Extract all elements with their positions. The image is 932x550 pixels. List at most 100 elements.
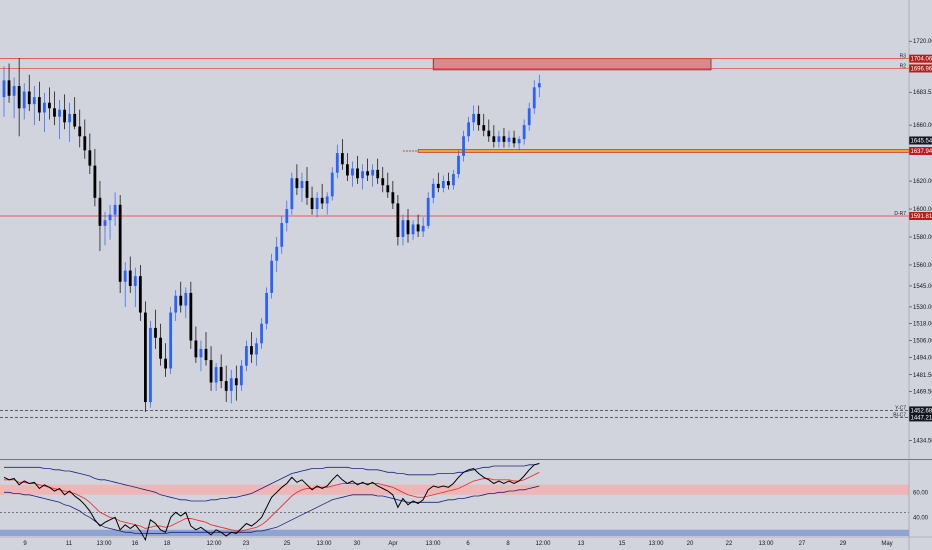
candle-body-89[interactable]: [452, 174, 455, 186]
candle-body-54[interactable]: [275, 246, 279, 261]
candle-body-63[interactable]: [320, 197, 324, 204]
candle-body-31[interactable]: [159, 337, 162, 359]
candle-body-87[interactable]: [441, 181, 445, 189]
candle-body-93[interactable]: [472, 113, 476, 123]
candle-body-102[interactable]: [517, 139, 521, 144]
candle-body-6[interactable]: [32, 97, 36, 105]
candle-body-26[interactable]: [133, 276, 137, 286]
candle-body-32[interactable]: [164, 358, 167, 369]
candle-body-25[interactable]: [128, 270, 132, 286]
candle-body-30[interactable]: [154, 327, 157, 338]
candle-body-7[interactable]: [37, 97, 41, 113]
rsi-bollinger-upper[interactable]: [4, 463, 540, 502]
candle-body-83[interactable]: [421, 225, 425, 232]
candle-body-92[interactable]: [467, 122, 470, 137]
candle-body-70[interactable]: [356, 168, 359, 179]
candle-body-71[interactable]: [361, 171, 364, 179]
candle-body-23[interactable]: [118, 204, 122, 282]
candle-body-5[interactable]: [27, 91, 31, 105]
candle-body-16[interactable]: [83, 136, 87, 151]
candle-body-77[interactable]: [391, 192, 395, 204]
candle-body-14[interactable]: [73, 113, 77, 127]
candle-body-21[interactable]: [108, 214, 112, 221]
candle-body-65[interactable]: [330, 172, 334, 197]
candle-body-67[interactable]: [340, 153, 344, 165]
rsi-line[interactable]: [3, 463, 540, 542]
candle-body-3[interactable]: [17, 85, 21, 109]
candle-body-81[interactable]: [411, 224, 415, 235]
candle-body-38[interactable]: [194, 340, 198, 358]
candle-body-98[interactable]: [497, 136, 501, 142]
candle-body-62[interactable]: [315, 197, 319, 210]
candle-body-15[interactable]: [78, 126, 82, 137]
candle-body-64[interactable]: [325, 196, 329, 204]
candle-body-58[interactable]: [295, 178, 299, 189]
candle-body-42[interactable]: [214, 367, 218, 383]
candle-body-95[interactable]: [482, 125, 486, 131]
candle-body-9[interactable]: [48, 102, 51, 109]
candle-body-76[interactable]: [386, 185, 390, 193]
candle-body-55[interactable]: [280, 223, 284, 247]
candle-body-100[interactable]: [507, 137, 511, 142]
candle-body-13[interactable]: [68, 113, 72, 123]
candle-body-29[interactable]: [149, 327, 152, 403]
candle-body-49[interactable]: [250, 346, 253, 355]
candle-body-106[interactable]: [537, 83, 541, 88]
candle-body-27[interactable]: [138, 276, 142, 313]
candle-body-79[interactable]: [401, 220, 405, 237]
candle-body-11[interactable]: [58, 109, 61, 117]
candle-body-43[interactable]: [219, 367, 223, 382]
candle-body-22[interactable]: [113, 204, 117, 215]
candle-body-52[interactable]: [265, 292, 268, 324]
candle-body-78[interactable]: [396, 203, 400, 237]
candle-body-47[interactable]: [239, 365, 243, 386]
candle-body-10[interactable]: [53, 108, 56, 117]
candle-body-75[interactable]: [381, 178, 385, 186]
candle-body-8[interactable]: [43, 102, 46, 113]
candle-body-94[interactable]: [477, 113, 481, 126]
candle-body-18[interactable]: [93, 165, 97, 198]
rsi-bollinger-lower[interactable]: [4, 485, 540, 534]
candle-body-34[interactable]: [174, 295, 178, 313]
candle-body-73[interactable]: [371, 169, 375, 176]
candle-body-0[interactable]: [2, 80, 6, 98]
candle-body-4[interactable]: [22, 91, 26, 109]
candle-body-46[interactable]: [234, 378, 238, 386]
candle-body-40[interactable]: [204, 348, 208, 361]
candle-body-68[interactable]: [346, 164, 349, 176]
candle-body-66[interactable]: [335, 153, 339, 173]
candle-body-36[interactable]: [184, 292, 188, 306]
candle-body-20[interactable]: [103, 220, 107, 226]
candle-body-1[interactable]: [7, 80, 11, 96]
candle-body-69[interactable]: [351, 168, 354, 176]
candle-body-82[interactable]: [416, 224, 420, 232]
candle-body-59[interactable]: [300, 181, 304, 189]
candle-body-86[interactable]: [436, 183, 440, 189]
candle-body-53[interactable]: [270, 260, 274, 293]
rsi-signal-line[interactable]: [4, 471, 540, 532]
candle-body-90[interactable]: [457, 155, 460, 175]
candle-body-41[interactable]: [209, 360, 213, 383]
candle-body-104[interactable]: [527, 108, 531, 126]
candle-body-17[interactable]: [88, 150, 92, 166]
candle-body-99[interactable]: [502, 136, 506, 142]
candle-body-24[interactable]: [123, 270, 127, 282]
candle-body-84[interactable]: [426, 197, 430, 226]
candle-body-33[interactable]: [169, 312, 173, 369]
candle-body-101[interactable]: [512, 137, 516, 144]
candle-body-61[interactable]: [310, 197, 314, 210]
candle-body-80[interactable]: [406, 220, 410, 235]
candle-body-97[interactable]: [492, 136, 496, 142]
support-level-band[interactable]: [417, 149, 910, 153]
candle-body-19[interactable]: [98, 197, 102, 226]
candle-body-105[interactable]: [532, 87, 536, 109]
candle-body-57[interactable]: [290, 178, 294, 210]
candle-body-103[interactable]: [522, 125, 526, 140]
candle-body-88[interactable]: [447, 181, 450, 186]
candle-body-39[interactable]: [199, 348, 203, 358]
candle-body-35[interactable]: [179, 295, 183, 306]
candle-body-2[interactable]: [12, 85, 16, 96]
candle-body-50[interactable]: [255, 343, 258, 355]
candle-body-45[interactable]: [229, 378, 233, 391]
